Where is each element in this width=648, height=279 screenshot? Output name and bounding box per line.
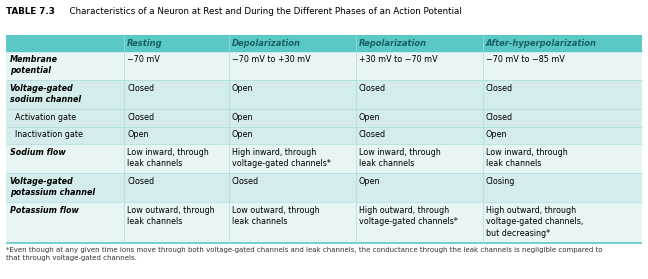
Bar — [6, 80, 642, 109]
Text: Closed: Closed — [232, 177, 259, 186]
Text: −70 mV to −85 mV: −70 mV to −85 mV — [486, 55, 565, 64]
Text: Sodium flow: Sodium flow — [10, 148, 65, 157]
Text: Open: Open — [127, 130, 148, 139]
Text: *Even though at any given time ions move through both voltage-gated channels and: *Even though at any given time ions move… — [6, 247, 603, 261]
Text: Depolarization: Depolarization — [232, 39, 301, 48]
Text: Repolarization: Repolarization — [359, 39, 427, 48]
Bar — [6, 202, 642, 243]
Text: Low outward, through
leak channels: Low outward, through leak channels — [232, 206, 319, 227]
Text: Closed: Closed — [127, 177, 154, 186]
Text: −70 mV to +30 mV: −70 mV to +30 mV — [232, 55, 310, 64]
Text: Open: Open — [232, 84, 253, 93]
Text: +30 mV to −70 mV: +30 mV to −70 mV — [359, 55, 437, 64]
Text: Inactivation gate: Inactivation gate — [10, 130, 83, 139]
Bar — [6, 144, 642, 173]
Text: Open: Open — [232, 130, 253, 139]
Bar — [6, 51, 642, 80]
Text: Resting: Resting — [127, 39, 163, 48]
Text: Closed: Closed — [486, 113, 513, 122]
Text: Voltage-gated
sodium channel: Voltage-gated sodium channel — [10, 84, 81, 104]
Bar — [6, 109, 642, 127]
Bar — [6, 36, 642, 51]
Text: Open: Open — [359, 113, 380, 122]
Text: Low outward, through
leak channels: Low outward, through leak channels — [127, 206, 215, 227]
Text: Low inward, through
leak channels: Low inward, through leak channels — [486, 148, 568, 169]
Text: TABLE 7.3: TABLE 7.3 — [6, 7, 55, 16]
Text: Voltage-gated
potassium channel: Voltage-gated potassium channel — [10, 177, 95, 198]
Text: Closed: Closed — [127, 113, 154, 122]
Text: Closed: Closed — [486, 84, 513, 93]
Text: Closed: Closed — [359, 130, 386, 139]
Bar — [6, 127, 642, 144]
Text: Low inward, through
leak channels: Low inward, through leak channels — [127, 148, 209, 169]
Text: High inward, through
voltage-gated channels*: High inward, through voltage-gated chann… — [232, 148, 331, 169]
Text: After-hyperpolarization: After-hyperpolarization — [486, 39, 597, 48]
Text: Open: Open — [359, 177, 380, 186]
Text: Closing: Closing — [486, 177, 515, 186]
Text: Closed: Closed — [359, 84, 386, 93]
Text: Membrane
potential: Membrane potential — [10, 55, 58, 75]
Text: Open: Open — [486, 130, 507, 139]
Text: Potassium flow: Potassium flow — [10, 206, 78, 215]
Text: Activation gate: Activation gate — [10, 113, 76, 122]
Bar — [6, 173, 642, 202]
Text: Low inward, through
leak channels: Low inward, through leak channels — [359, 148, 441, 169]
Text: High outward, through
voltage-gated channels*: High outward, through voltage-gated chan… — [359, 206, 458, 227]
Text: Closed: Closed — [127, 84, 154, 93]
Text: Open: Open — [232, 113, 253, 122]
Text: Characteristics of a Neuron at Rest and During the Different Phases of an Action: Characteristics of a Neuron at Rest and … — [64, 7, 461, 16]
Text: −70 mV: −70 mV — [127, 55, 160, 64]
Text: High outward, through
voltage-gated channels,
but decreasing*: High outward, through voltage-gated chan… — [486, 206, 583, 238]
